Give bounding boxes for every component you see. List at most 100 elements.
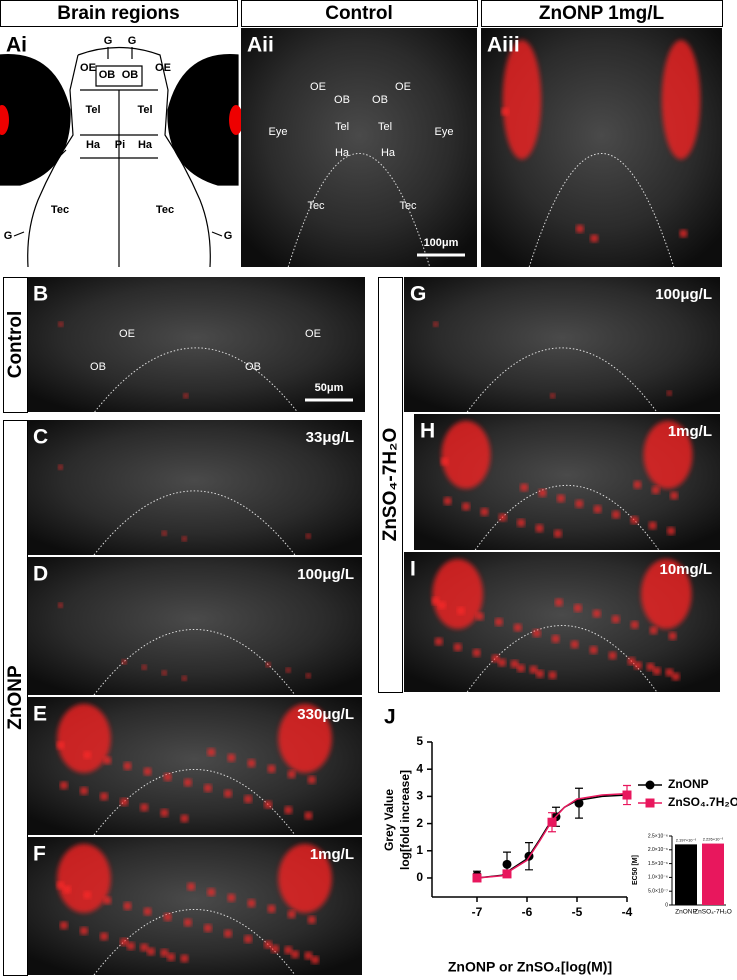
fluorescence: [227, 893, 236, 902]
fluorescence: [651, 486, 660, 495]
group-box: [378, 277, 403, 693]
region-label: OB: [245, 361, 261, 373]
fluorescence: [432, 559, 483, 629]
data-point: [622, 790, 632, 800]
fluorescence: [652, 667, 661, 675]
panel-letter: H: [420, 420, 435, 443]
eye: [167, 54, 239, 186]
fluorescence: [535, 524, 544, 533]
fluorescence: [305, 673, 311, 679]
region-label: G: [224, 230, 233, 242]
fluorescence: [553, 529, 562, 538]
fluorescence: [143, 767, 152, 776]
fluorescence: [227, 753, 236, 762]
fluorescence: [311, 955, 320, 964]
fluorescence: [472, 648, 481, 657]
fluorescence: [535, 669, 544, 678]
fluorescence: [57, 843, 111, 913]
data-point: [472, 873, 482, 883]
inset-x-tick-label: ZnSO₄-7H₂O: [694, 909, 732, 916]
region-label: OB: [122, 69, 139, 81]
panel-letter: Aiii: [487, 34, 520, 57]
fluorescence: [589, 646, 598, 654]
fluorescence: [440, 457, 449, 466]
fluorescence: [611, 615, 620, 624]
micrograph: [27, 277, 365, 412]
data-point: [502, 859, 512, 869]
fluorescence: [224, 789, 232, 798]
bar: [675, 844, 697, 905]
fluorescence: [181, 536, 187, 542]
fluorescence: [665, 668, 674, 677]
inset-y-tick-label: 1.0×10⁻⁶: [648, 875, 668, 881]
fluorescence: [100, 932, 109, 941]
value-label: 2.226×10⁻⁶: [703, 837, 724, 842]
fluorescence: [480, 507, 489, 516]
fluorescence: [247, 759, 256, 768]
micrograph: [404, 277, 720, 412]
fluorescence: [510, 660, 519, 668]
fluorescence: [83, 750, 92, 759]
fluorescence: [643, 420, 693, 489]
fluorescence: [56, 741, 65, 750]
region-label: Ha: [335, 147, 350, 159]
region-label: Ha: [381, 147, 396, 159]
fluorescence: [516, 664, 525, 673]
legend-label: ZnONP: [668, 777, 709, 791]
fluorescence: [160, 808, 169, 817]
fluorescence: [140, 943, 149, 952]
fluorescence: [573, 604, 582, 612]
region-label: Eye: [197, 104, 217, 116]
group-label: ZnONP: [5, 665, 26, 730]
fluorescence: [593, 505, 602, 514]
fluorescence: [441, 420, 491, 489]
fluorescence: [433, 321, 439, 327]
y-tick-label: 2: [416, 816, 423, 830]
condition: 1mg/L: [310, 846, 354, 863]
fluorescence: [287, 770, 296, 779]
y-tick-label: 0: [416, 870, 423, 884]
region-label: OB: [99, 69, 116, 81]
fluorescence: [58, 602, 63, 608]
fluorescence: [548, 671, 557, 680]
fluorescence: [146, 947, 155, 956]
fluorescence: [244, 795, 253, 804]
fluorescence: [167, 953, 176, 962]
fluorescence: [307, 915, 316, 924]
panel-letter: E: [33, 703, 47, 726]
fluorescence: [497, 658, 506, 667]
region-label: Tel: [378, 121, 392, 133]
fluorescence: [83, 890, 92, 899]
panel-letter: I: [410, 558, 416, 581]
group-label: ZnSO₄-7H₂O: [380, 428, 401, 542]
x-axis-label: ZnONP or ZnSO₄[log(M)]: [448, 959, 612, 975]
fluorescence: [183, 918, 192, 927]
fluorescence: [126, 942, 135, 951]
fluorescence: [670, 491, 679, 500]
fluorescence: [58, 464, 63, 470]
inset-y-tick-label: 0: [665, 902, 668, 908]
region-label: OE: [395, 81, 411, 93]
condition: 100μg/L: [655, 286, 712, 303]
fluorescence: [456, 606, 465, 615]
fluorescence: [58, 321, 64, 327]
fluorescence: [431, 597, 440, 605]
fluorescence: [267, 904, 276, 913]
group-label: Control: [5, 311, 26, 379]
region-label: G: [104, 35, 113, 47]
tissue-outline: [466, 625, 658, 693]
fluorescence: [462, 502, 471, 511]
fluorescence: [79, 926, 88, 935]
fluorescence: [224, 929, 232, 938]
fluorescence: [203, 784, 212, 793]
fluorescence: [551, 634, 560, 643]
fluorescence: [570, 640, 579, 649]
scale-label: 100μm: [424, 237, 459, 249]
fluorescence: [143, 907, 152, 916]
region-label: Tec: [399, 200, 417, 212]
legend-marker: [645, 798, 655, 808]
fluorescence: [278, 843, 332, 913]
fluorescence: [121, 659, 127, 665]
region-label: Eye: [435, 126, 454, 138]
fluorescence: [120, 937, 129, 946]
